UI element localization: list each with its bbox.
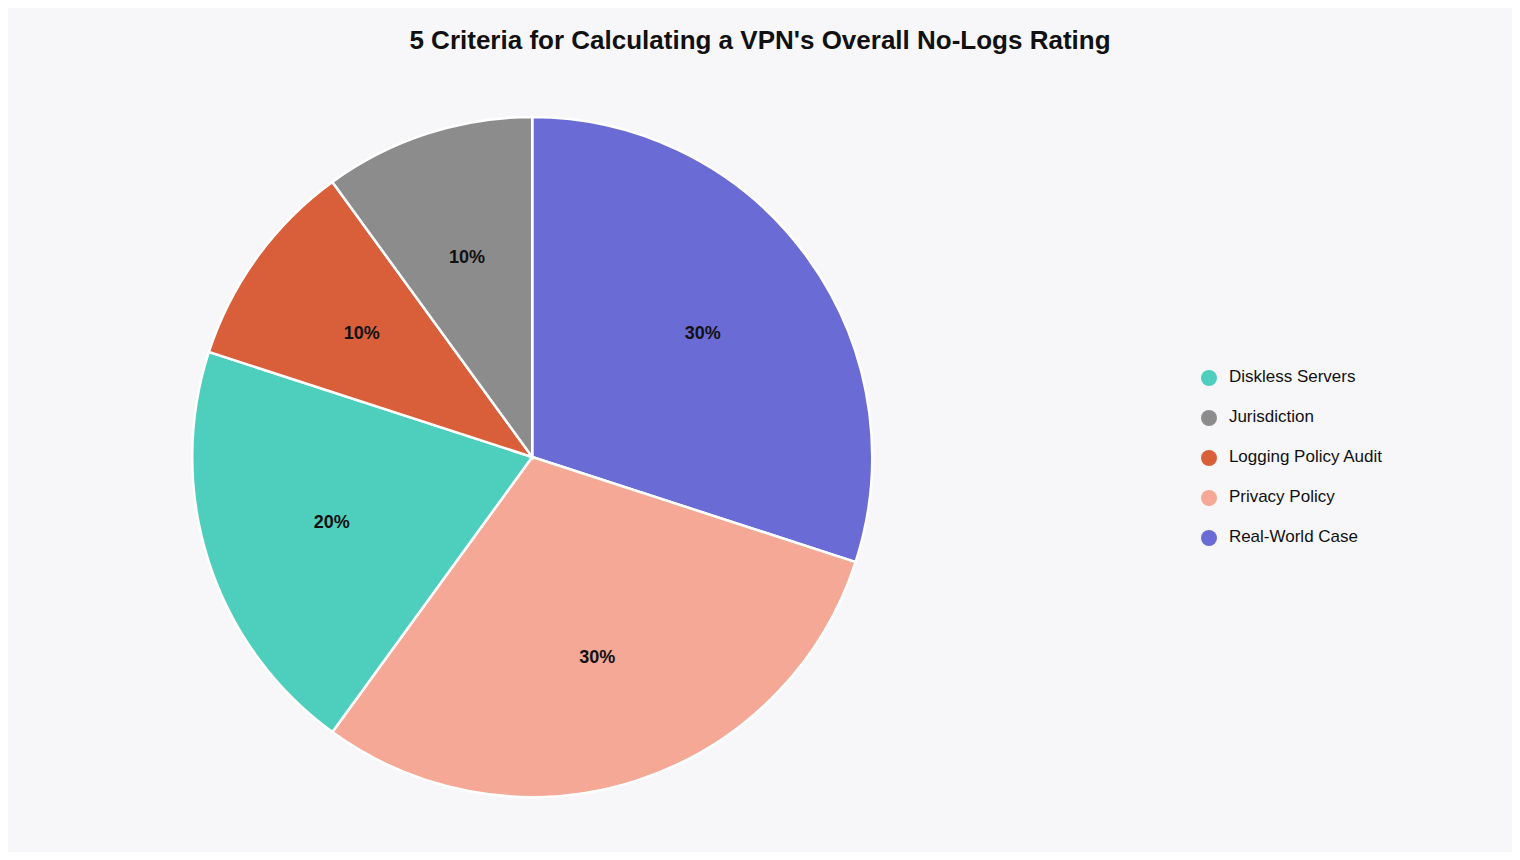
svg-text:30%: 30% <box>579 647 615 667</box>
svg-text:10%: 10% <box>344 323 380 343</box>
html-text:Privacy Policy: Privacy Policy <box>1228 487 1335 506</box>
svg-text:30%: 30% <box>685 323 721 343</box>
html-text:Jurisdiction: Jurisdiction <box>1228 407 1314 426</box>
html-text:5 Criteria for Calculating a V: 5 Criteria for Calculating a VPN's Overa… <box>409 24 1111 55</box>
svg-text:10%: 10% <box>449 247 485 267</box>
html-text:Real-World Case: Real-World Case <box>1228 527 1358 546</box>
html-text:Logging Policy Audit: Logging Policy Audit <box>1228 447 1382 466</box>
html-text:Diskless Servers: Diskless Servers <box>1228 367 1356 386</box>
svg-text:20%: 20% <box>314 512 350 532</box>
